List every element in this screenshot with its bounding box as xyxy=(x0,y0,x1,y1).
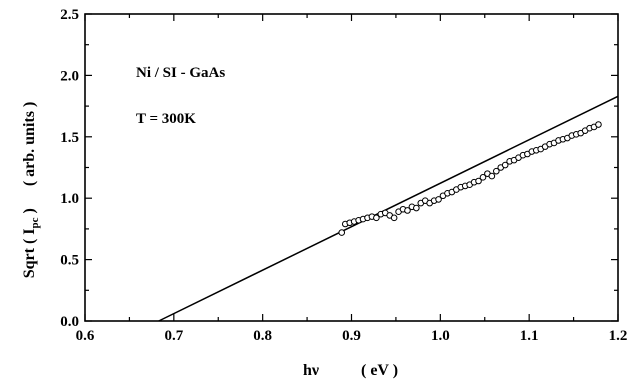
x-axis-title-main: hν xyxy=(303,362,319,379)
data-point xyxy=(435,196,442,203)
data-point xyxy=(479,174,487,181)
y-axis-title-unit: ( arb. units ) xyxy=(21,102,38,186)
data-point xyxy=(373,214,380,222)
y-axis-title-suffix: ) xyxy=(21,208,38,217)
y-tick-label: 1.0 xyxy=(60,191,79,207)
plot-frame xyxy=(84,13,619,322)
annotation-sample: Ni / SI - GaAs xyxy=(136,65,225,81)
x-tick-label: 0.7 xyxy=(164,328,183,344)
plot-area: 0.6 0.7 0.8 0.9 1.0 1.1 1.2 0.0 0.5 1.0 1.5 2.0 2.5 xyxy=(60,7,627,344)
fit-line xyxy=(158,95,619,322)
data-point xyxy=(488,172,496,180)
data-point xyxy=(390,214,398,222)
x-tick-label: 0.6 xyxy=(76,328,95,344)
data-point xyxy=(338,229,346,236)
x-tick-label: 1.1 xyxy=(520,328,539,344)
data-point xyxy=(404,207,411,214)
x-axis-title-unit: ( eV ) xyxy=(361,362,398,379)
svg-text:Sqrt ( Ipc )( arb. units ): Sqrt ( Ipc ) ( arb. units ) xyxy=(21,102,41,279)
y-tick-label: 2.5 xyxy=(60,7,79,23)
y-axis-title-prefix: Sqrt ( I xyxy=(21,229,38,279)
x-axis-title: hν ( eV ) xyxy=(303,362,398,379)
data-point xyxy=(475,177,482,185)
y-axis-title-subscript: pc xyxy=(29,217,41,228)
data-point xyxy=(492,167,500,175)
x-tick-label: 0.8 xyxy=(253,328,272,344)
data-point xyxy=(413,204,420,212)
y-tick-label: 1.5 xyxy=(60,130,79,146)
y-axis-title: Sqrt ( Ipc ) ( arb. units ) xyxy=(21,102,41,279)
x-tick-label: 1.2 xyxy=(609,328,628,344)
data-point xyxy=(595,121,602,128)
x-tick-label: 1.0 xyxy=(431,328,450,344)
annotation-temperature: T = 300K xyxy=(136,111,196,127)
x-tick-label: 0.9 xyxy=(342,328,361,344)
y-tick-label: 0.5 xyxy=(60,253,79,269)
data-point xyxy=(501,161,509,169)
annotations: Ni / SI - GaAs T = 300K xyxy=(136,65,225,127)
y-tick-label: 2.0 xyxy=(60,68,79,84)
y-tick-label: 0.0 xyxy=(60,314,79,330)
